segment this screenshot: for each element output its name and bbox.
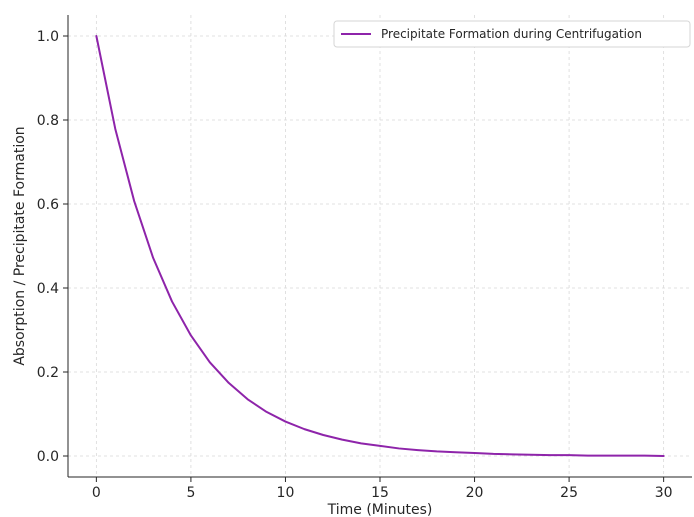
x-tick-label: 15 [371,485,389,501]
x-tick-label: 0 [92,485,101,501]
y-tick-label: 0.6 [37,197,59,213]
x-tick-label: 20 [466,485,484,501]
y-tick-label: 0.2 [37,365,59,381]
x-tick-label: 5 [186,485,195,501]
x-axis-label: Time (Minutes) [327,502,433,517]
grid [68,15,692,477]
legend-box [333,20,691,48]
legend: Precipitate Formation during Centrifugat… [333,20,691,48]
legend-label: Precipitate Formation during Centrifugat… [381,27,642,41]
series [95,35,665,457]
series-line [95,35,665,457]
x-tick-label: 10 [277,485,295,501]
y-tick-label: 0.4 [37,281,59,297]
x-tick-label: 30 [655,485,673,501]
y-axis-label: Absorption / Precipitate Formation [12,126,28,365]
ticks: 0 5 10 15 20 25 30 0.0 0.2 0.4 0.6 0.8 1.0 [37,29,673,501]
y-tick-label: 0.0 [37,449,59,465]
y-tick-label: 1.0 [37,29,59,45]
x-tick-label: 25 [560,485,578,501]
y-tick-label: 0.8 [37,113,59,129]
